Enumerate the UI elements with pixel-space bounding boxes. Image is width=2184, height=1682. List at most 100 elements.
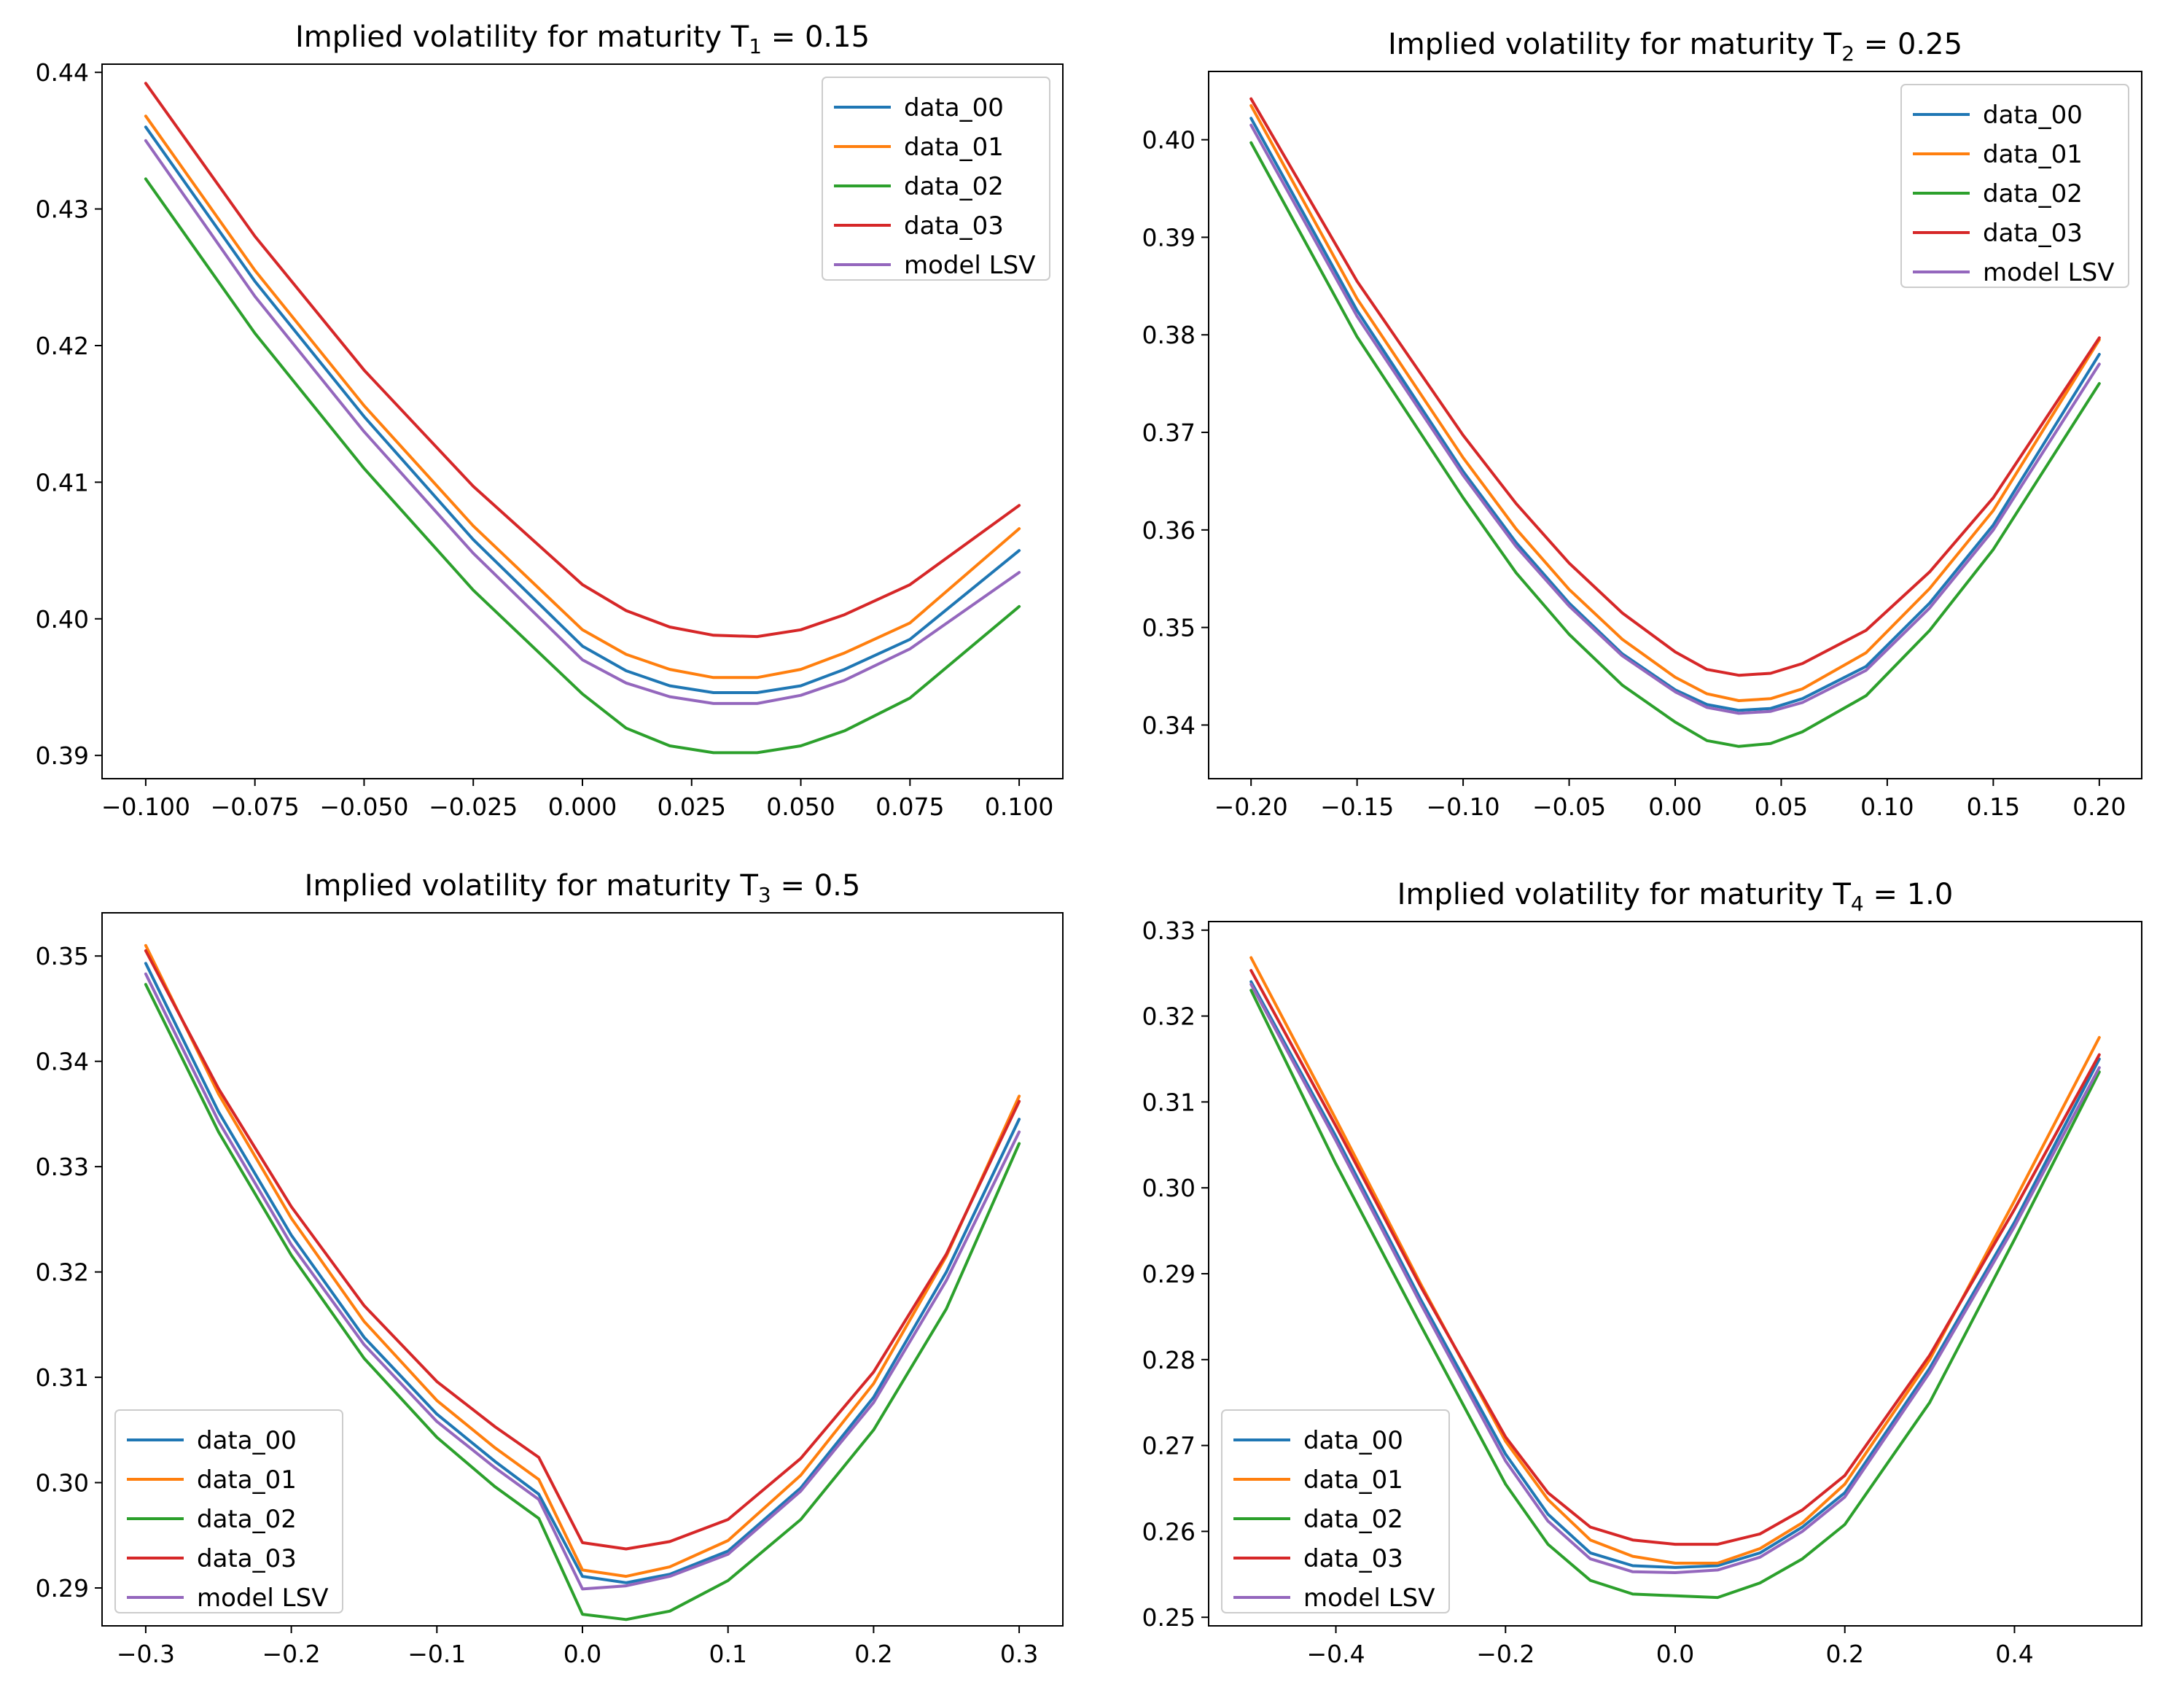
chart-title-text: Implied volatility for maturity T — [1388, 28, 1842, 61]
legend-box — [822, 77, 1050, 281]
legend-label-model-LSV: model LSV — [197, 1584, 328, 1613]
series-line-model-LSV — [1249, 123, 2101, 715]
x-tick-label: −0.050 — [319, 793, 408, 821]
legend-label-data-03: data_03 — [904, 211, 1004, 241]
x-tick-label: 0.050 — [766, 793, 835, 821]
x-tick-label: −0.15 — [1320, 793, 1394, 821]
y-tick-label: 0.31 — [36, 1363, 89, 1392]
chart-title-subscript: 3 — [758, 883, 771, 907]
y-tick-label: 0.28 — [1142, 1346, 1196, 1374]
legend-label-data-02: data_02 — [904, 172, 1004, 201]
legend-label-model-LSV: model LSV — [1303, 1584, 1435, 1613]
y-tick-label: 0.37 — [1142, 418, 1196, 447]
y-tick-label: 0.40 — [36, 605, 89, 634]
x-tick-label: 0.0 — [1656, 1640, 1694, 1668]
chart-title-subscript: 2 — [1841, 42, 1855, 66]
chart-panel-2: Implied volatility for maturity T2 = 0.2… — [1142, 28, 2142, 821]
y-tick-label: 0.39 — [36, 741, 89, 770]
x-tick-label: 0.05 — [1755, 793, 1808, 821]
x-tick-label: 0.10 — [1860, 793, 1914, 821]
series-line-data-02 — [1249, 141, 2101, 748]
chart-title-text: Implied volatility for maturity T — [305, 869, 759, 903]
legend-label-data-00: data_00 — [1983, 101, 2083, 130]
y-tick-label: 0.38 — [1142, 321, 1196, 349]
legend-label-data-01: data_01 — [904, 133, 1004, 162]
series-line-data-01 — [144, 943, 1021, 1578]
series-line-data-00 — [1249, 980, 2101, 1569]
chart-title-text: Implied volatility for maturity T — [1397, 878, 1852, 911]
x-tick-label: −0.2 — [262, 1640, 321, 1668]
y-tick-label: 0.43 — [36, 195, 89, 224]
x-tick-label: −0.05 — [1532, 793, 1606, 821]
y-tick-label: 0.33 — [36, 1153, 89, 1181]
series-line-data-03 — [1249, 969, 2101, 1546]
x-tick-label: −0.1 — [407, 1640, 466, 1668]
y-tick-label: 0.25 — [1142, 1603, 1196, 1632]
chart-panel-4: Implied volatility for maturity T4 = 1.0… — [1142, 878, 2142, 1668]
x-tick-label: −0.2 — [1476, 1640, 1534, 1668]
legend-label-data-01: data_01 — [197, 1465, 297, 1495]
chart-title-subscript: 4 — [1851, 892, 1864, 916]
chart-panel-3: Implied volatility for maturity T3 = 0.5… — [36, 869, 1064, 1668]
y-tick-label: 0.40 — [1142, 126, 1196, 155]
x-tick-label: 0.2 — [854, 1640, 892, 1668]
y-tick-label: 0.32 — [1142, 1002, 1196, 1031]
series-line-data-03 — [144, 949, 1021, 1551]
legend-label-model-LSV: model LSV — [904, 251, 1035, 280]
series-line-data-01 — [144, 114, 1021, 680]
chart-title-subscript: 1 — [749, 34, 762, 58]
x-tick-label: −0.10 — [1427, 793, 1500, 821]
y-tick-label: 0.36 — [1142, 516, 1196, 545]
y-tick-label: 0.32 — [36, 1258, 89, 1287]
y-tick-label: 0.29 — [1142, 1260, 1196, 1288]
chart-title: Implied volatility for maturity T1 = 0.1… — [295, 20, 870, 58]
y-tick-label: 0.29 — [36, 1574, 89, 1603]
series-line-model-LSV — [1249, 983, 2101, 1574]
x-tick-label: −0.025 — [429, 793, 518, 821]
series-line-model-LSV — [144, 139, 1021, 705]
legend-label-data-00: data_00 — [197, 1426, 297, 1455]
y-tick-label: 0.44 — [36, 58, 89, 87]
x-tick-label: 0.2 — [1825, 1640, 1863, 1668]
y-tick-label: 0.34 — [1142, 711, 1196, 739]
chart-title-value: = 0.15 — [762, 20, 870, 54]
legend-box — [1900, 84, 2129, 288]
chart-panel-1: Implied volatility for maturity T1 = 0.1… — [36, 20, 1064, 821]
chart-title-value: = 0.25 — [1855, 28, 1962, 61]
x-tick-label: −0.075 — [211, 793, 300, 821]
y-tick-label: 0.33 — [1142, 916, 1196, 945]
series-line-data-02 — [144, 983, 1021, 1621]
x-tick-label: 0.4 — [1995, 1640, 2033, 1668]
legend-label-data-02: data_02 — [197, 1505, 297, 1534]
legend-label-data-03: data_03 — [1303, 1544, 1403, 1573]
series-line-data-00 — [144, 125, 1021, 694]
y-tick-label: 0.42 — [36, 332, 89, 360]
legend-label-data-01: data_01 — [1983, 140, 2083, 169]
legend-label-model-LSV: model LSV — [1983, 258, 2114, 287]
series-line-data-02 — [1249, 989, 2101, 1600]
chart-title-value: = 0.5 — [771, 869, 861, 903]
x-tick-label: 0.3 — [1000, 1640, 1038, 1668]
x-tick-label: 0.00 — [1648, 793, 1701, 821]
y-tick-label: 0.30 — [36, 1469, 89, 1498]
chart-title: Implied volatility for maturity T2 = 0.2… — [1388, 28, 1962, 66]
y-tick-label: 0.31 — [1142, 1088, 1196, 1116]
legend-box — [114, 1409, 343, 1613]
chart-title: Implied volatility for maturity T3 = 0.5 — [305, 869, 861, 907]
x-tick-label: 0.075 — [875, 793, 944, 821]
y-tick-label: 0.26 — [1142, 1517, 1196, 1546]
series-line-model-LSV — [144, 972, 1021, 1591]
y-tick-label: 0.35 — [36, 942, 89, 970]
x-tick-label: 0.025 — [658, 793, 726, 821]
y-tick-label: 0.30 — [1142, 1174, 1196, 1202]
y-tick-label: 0.27 — [1142, 1432, 1196, 1460]
legend-label-data-01: data_01 — [1303, 1465, 1403, 1495]
x-tick-label: −0.100 — [101, 793, 190, 821]
chart-title: Implied volatility for maturity T4 = 1.0 — [1397, 878, 1954, 916]
x-tick-label: −0.4 — [1306, 1640, 1365, 1668]
